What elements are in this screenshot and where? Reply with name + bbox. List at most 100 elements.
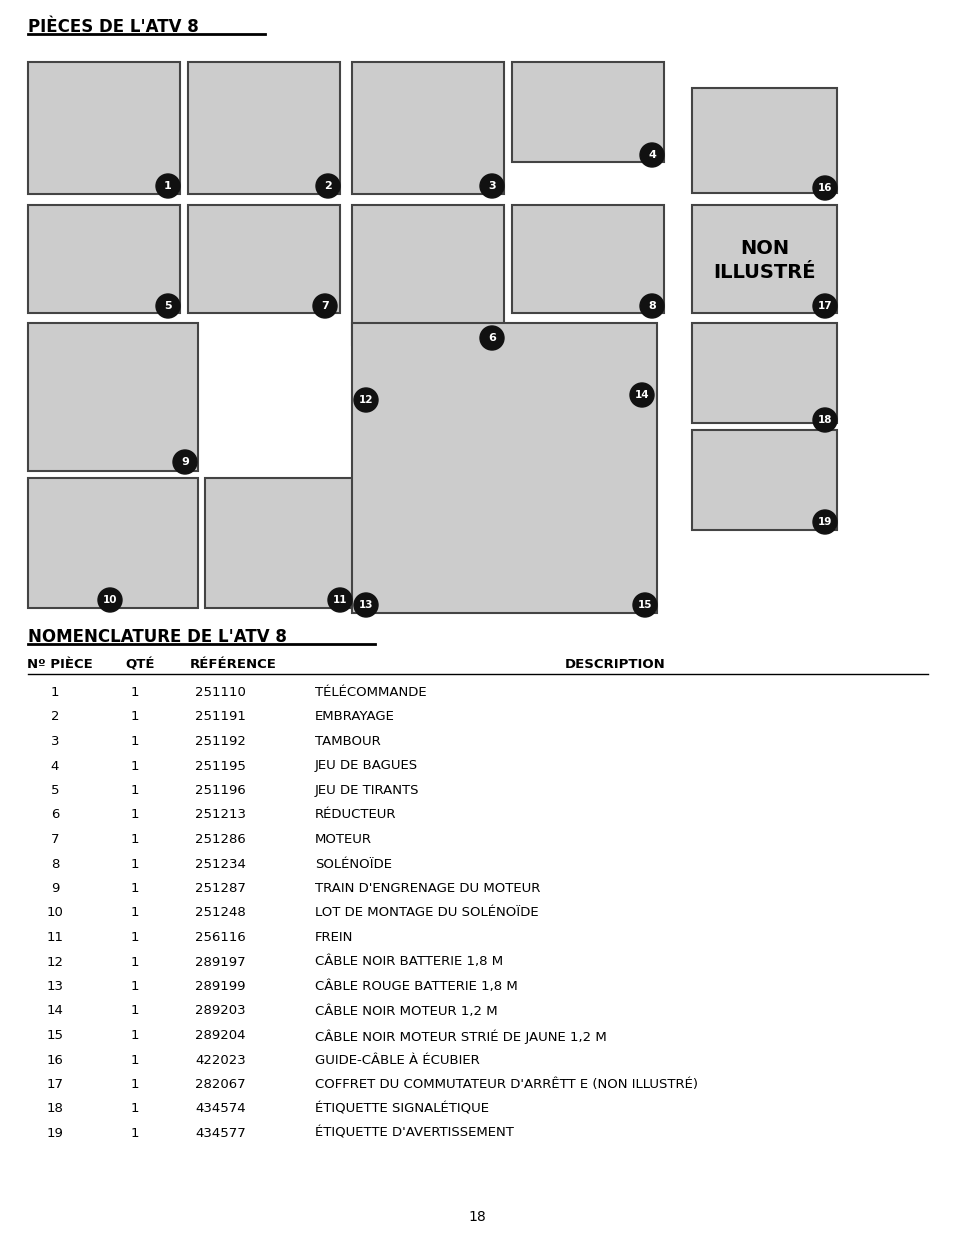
Text: 15: 15: [638, 600, 652, 610]
Text: 3: 3: [51, 735, 59, 748]
Text: 1: 1: [131, 931, 139, 944]
Text: 251195: 251195: [194, 760, 246, 773]
Text: FREIN: FREIN: [314, 931, 353, 944]
Text: 289204: 289204: [194, 1029, 245, 1042]
Text: 1: 1: [131, 1103, 139, 1115]
Text: SOLÉNOÏDE: SOLÉNOÏDE: [314, 857, 392, 871]
Text: CÂBLE NOIR BATTERIE 1,8 M: CÂBLE NOIR BATTERIE 1,8 M: [314, 956, 502, 968]
Text: 251192: 251192: [194, 735, 246, 748]
Text: 1: 1: [131, 784, 139, 797]
Text: 251286: 251286: [194, 832, 246, 846]
Text: 251248: 251248: [194, 906, 246, 920]
Bar: [188, 205, 339, 312]
Text: EMBRAYAGE: EMBRAYAGE: [314, 710, 395, 724]
Text: JEU DE BAGUES: JEU DE BAGUES: [314, 760, 417, 773]
Text: 1: 1: [131, 735, 139, 748]
Text: 1: 1: [131, 685, 139, 699]
Bar: [512, 205, 663, 312]
Text: COFFRET DU COMMUTATEUR D'ARRÊTT E (NON ILLUSTRÉ): COFFRET DU COMMUTATEUR D'ARRÊTT E (NON I…: [314, 1078, 698, 1091]
Bar: [28, 324, 198, 471]
Text: 19: 19: [47, 1128, 63, 1140]
Text: 17: 17: [817, 301, 831, 311]
Circle shape: [479, 174, 503, 198]
Text: 12: 12: [358, 395, 373, 405]
Text: 6: 6: [51, 809, 59, 821]
Text: 289199: 289199: [194, 981, 245, 993]
Text: 1: 1: [131, 710, 139, 724]
Text: 8: 8: [51, 857, 59, 871]
Text: 14: 14: [47, 1004, 63, 1018]
Circle shape: [156, 294, 180, 317]
Text: 10: 10: [47, 906, 63, 920]
Text: 1: 1: [131, 1004, 139, 1018]
Text: 251110: 251110: [194, 685, 246, 699]
Text: 5: 5: [164, 301, 172, 311]
Text: 1: 1: [131, 956, 139, 968]
Text: 1: 1: [131, 906, 139, 920]
Bar: [691, 205, 836, 312]
Text: Nº PIÈCE: Nº PIÈCE: [27, 658, 92, 671]
Text: 1: 1: [164, 182, 172, 191]
Circle shape: [328, 588, 352, 613]
Circle shape: [639, 143, 663, 167]
Text: CÂBLE NOIR MOTEUR 1,2 M: CÂBLE NOIR MOTEUR 1,2 M: [314, 1004, 497, 1018]
Text: 1: 1: [131, 1029, 139, 1042]
Text: 1: 1: [131, 1078, 139, 1091]
Text: 1: 1: [131, 1053, 139, 1067]
Circle shape: [629, 383, 654, 408]
Text: 6: 6: [488, 333, 496, 343]
Text: 1: 1: [131, 809, 139, 821]
Text: 18: 18: [47, 1103, 63, 1115]
Bar: [28, 62, 180, 194]
Text: 1: 1: [131, 1128, 139, 1140]
Text: 2: 2: [324, 182, 332, 191]
Circle shape: [812, 294, 836, 317]
Bar: [28, 478, 198, 608]
Text: MOTEUR: MOTEUR: [314, 832, 372, 846]
Text: LOT DE MONTAGE DU SOLÉNOÏDE: LOT DE MONTAGE DU SOLÉNOÏDE: [314, 906, 538, 920]
Bar: [691, 324, 836, 424]
Text: 434574: 434574: [194, 1103, 245, 1115]
Text: 251213: 251213: [194, 809, 246, 821]
Circle shape: [639, 294, 663, 317]
Circle shape: [812, 510, 836, 534]
Circle shape: [315, 174, 339, 198]
Text: 18: 18: [468, 1210, 485, 1224]
Text: 251196: 251196: [194, 784, 246, 797]
Text: 256116: 256116: [194, 931, 246, 944]
Bar: [352, 324, 657, 613]
Text: CÂBLE ROUGE BATTERIE 1,8 M: CÂBLE ROUGE BATTERIE 1,8 M: [314, 981, 517, 993]
Text: 19: 19: [817, 517, 831, 527]
Bar: [188, 62, 339, 194]
Text: RÉFÉRENCE: RÉFÉRENCE: [190, 658, 276, 671]
Text: RÉDUCTEUR: RÉDUCTEUR: [314, 809, 396, 821]
Text: 2: 2: [51, 710, 59, 724]
Text: 5: 5: [51, 784, 59, 797]
Text: 1: 1: [131, 857, 139, 871]
Text: ILLUSTRÉ: ILLUSTRÉ: [713, 263, 815, 283]
Text: 9: 9: [181, 457, 189, 467]
Bar: [205, 478, 356, 608]
Text: 10: 10: [103, 595, 117, 605]
Text: 12: 12: [47, 956, 64, 968]
Text: 1: 1: [131, 882, 139, 895]
Circle shape: [812, 177, 836, 200]
Text: 8: 8: [647, 301, 655, 311]
Circle shape: [633, 593, 657, 618]
Text: 16: 16: [47, 1053, 63, 1067]
Circle shape: [354, 593, 377, 618]
Text: 3: 3: [488, 182, 496, 191]
Text: ÉTIQUETTE SIGNALÉTIQUE: ÉTIQUETTE SIGNALÉTIQUE: [314, 1103, 489, 1115]
Text: 15: 15: [47, 1029, 64, 1042]
Text: JEU DE TIRANTS: JEU DE TIRANTS: [314, 784, 419, 797]
Text: 7: 7: [51, 832, 59, 846]
Text: NOMENCLATURE DE L'ATV 8: NOMENCLATURE DE L'ATV 8: [28, 629, 287, 646]
Text: 18: 18: [817, 415, 831, 425]
Text: 1: 1: [131, 981, 139, 993]
Text: 11: 11: [47, 931, 64, 944]
Circle shape: [156, 174, 180, 198]
Text: DESCRIPTION: DESCRIPTION: [564, 658, 665, 671]
Text: 251287: 251287: [194, 882, 246, 895]
Circle shape: [98, 588, 122, 613]
Text: 282067: 282067: [194, 1078, 245, 1091]
